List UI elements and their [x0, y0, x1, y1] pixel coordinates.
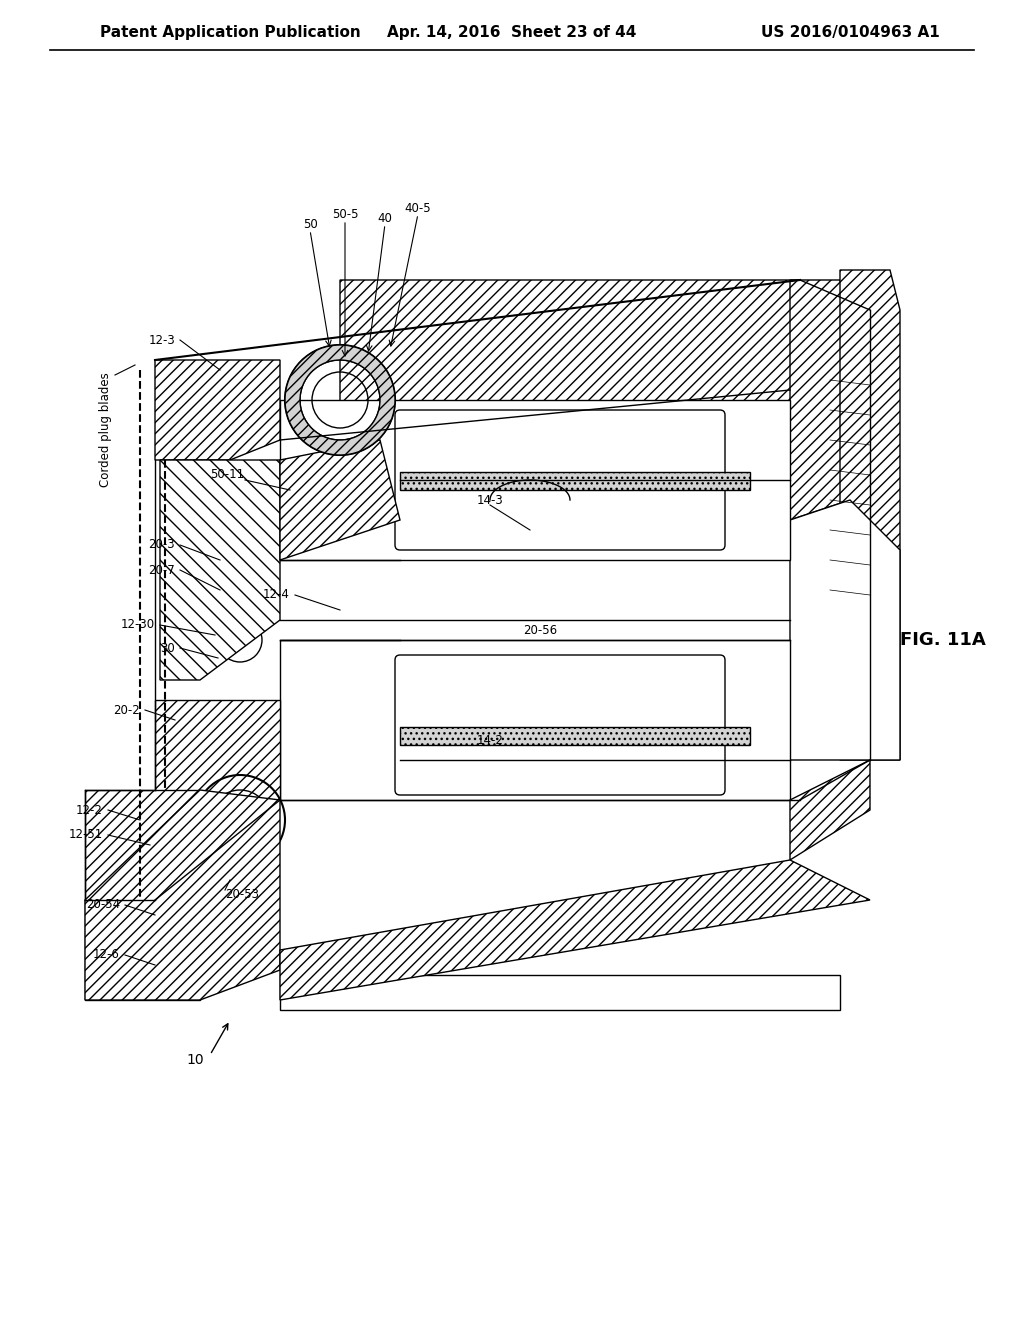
Bar — [280, 640, 790, 800]
Text: 12-2: 12-2 — [76, 804, 103, 817]
Text: 10: 10 — [186, 1053, 204, 1067]
Text: Corded plug blades: Corded plug blades — [98, 372, 112, 487]
Polygon shape — [160, 459, 280, 680]
FancyBboxPatch shape — [395, 655, 725, 795]
Polygon shape — [280, 440, 400, 560]
Polygon shape — [840, 271, 900, 760]
FancyBboxPatch shape — [395, 411, 725, 550]
Text: 50: 50 — [303, 219, 317, 231]
Text: 14-2: 14-2 — [476, 734, 504, 747]
Polygon shape — [155, 700, 280, 800]
Text: 20-54: 20-54 — [86, 899, 120, 912]
Text: 14-3: 14-3 — [476, 494, 504, 507]
Polygon shape — [280, 861, 870, 1001]
Text: 12-6: 12-6 — [93, 949, 120, 961]
Text: 12-51: 12-51 — [69, 829, 103, 842]
Text: FIG. 11A: FIG. 11A — [900, 631, 986, 649]
Text: Patent Application Publication: Patent Application Publication — [100, 25, 360, 40]
Text: 12-3: 12-3 — [148, 334, 175, 346]
Bar — [400, 473, 750, 490]
Text: 50-11: 50-11 — [210, 469, 244, 482]
Polygon shape — [790, 280, 850, 520]
Wedge shape — [285, 345, 395, 455]
Polygon shape — [155, 360, 280, 459]
Text: US 2016/0104963 A1: US 2016/0104963 A1 — [761, 25, 940, 40]
Polygon shape — [790, 500, 900, 760]
Text: 30: 30 — [160, 642, 175, 655]
Text: 12-30: 12-30 — [121, 619, 155, 631]
Text: 12-4: 12-4 — [263, 589, 290, 602]
Text: 20-2: 20-2 — [114, 704, 140, 717]
Bar — [280, 400, 790, 560]
Polygon shape — [790, 760, 870, 861]
Text: 20-53: 20-53 — [225, 888, 259, 902]
Polygon shape — [85, 789, 280, 1001]
Text: 40: 40 — [378, 211, 392, 224]
Bar — [280, 975, 840, 1010]
Polygon shape — [85, 789, 200, 1001]
Polygon shape — [340, 280, 830, 420]
Bar — [80, 290, 830, 1071]
Bar — [400, 727, 750, 744]
Text: 50-5: 50-5 — [332, 209, 358, 222]
Text: 20-7: 20-7 — [148, 564, 175, 577]
Text: Apr. 14, 2016  Sheet 23 of 44: Apr. 14, 2016 Sheet 23 of 44 — [387, 25, 637, 40]
Text: 20-3: 20-3 — [148, 539, 175, 552]
Text: 20-56: 20-56 — [523, 623, 557, 636]
Text: 40-5: 40-5 — [404, 202, 431, 214]
